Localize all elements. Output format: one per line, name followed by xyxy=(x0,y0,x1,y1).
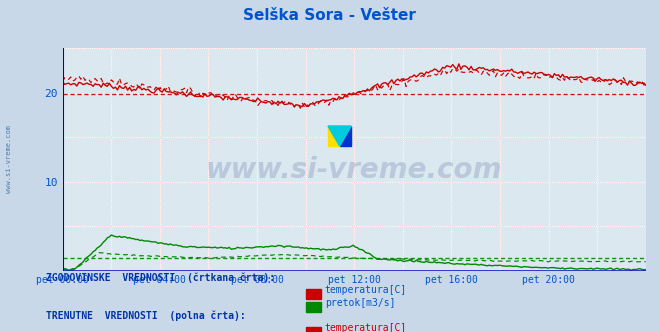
Polygon shape xyxy=(339,126,351,146)
Text: ZGODOVINSKE  VREDNOSTI  (črtkana črta):: ZGODOVINSKE VREDNOSTI (črtkana črta): xyxy=(46,272,275,283)
Text: TRENUTNE  VREDNOSTI  (polna črta):: TRENUTNE VREDNOSTI (polna črta): xyxy=(46,310,246,321)
Text: www.si-vreme.com: www.si-vreme.com xyxy=(5,125,12,193)
Text: www.si-vreme.com: www.si-vreme.com xyxy=(206,156,502,185)
Text: pretok[m3/s]: pretok[m3/s] xyxy=(325,298,395,308)
Text: temperatura[C]: temperatura[C] xyxy=(325,285,407,295)
FancyBboxPatch shape xyxy=(328,126,339,146)
Text: Selška Sora - Vešter: Selška Sora - Vešter xyxy=(243,8,416,23)
Text: temperatura[C]: temperatura[C] xyxy=(325,323,407,332)
Polygon shape xyxy=(328,126,351,146)
